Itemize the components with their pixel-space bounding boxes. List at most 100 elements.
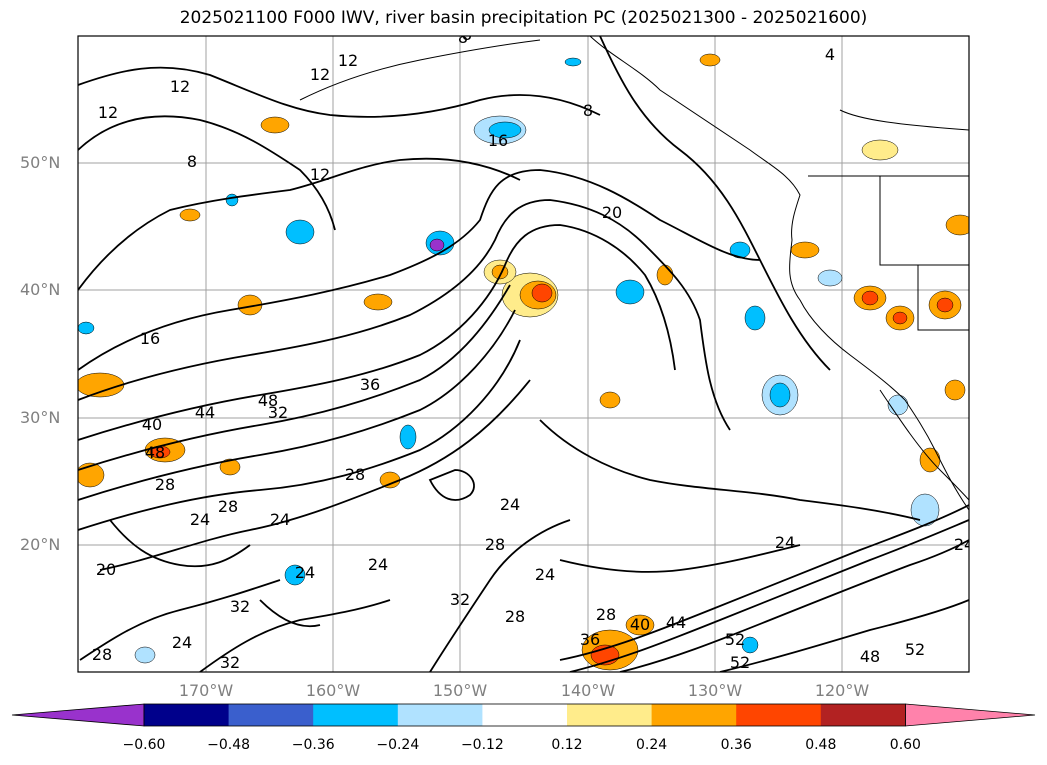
colorbar-segment <box>482 704 568 726</box>
contour-label: 28 <box>92 645 112 664</box>
negative-precip-area <box>910 493 940 527</box>
contour-label: 8 <box>462 25 472 44</box>
positive-precip-area <box>531 283 553 303</box>
contour-label: 16 <box>488 131 508 150</box>
contour-label: 24 <box>775 533 795 552</box>
negative-precip-area <box>887 394 909 416</box>
colorbar-tick-label: −0.24 <box>376 737 420 753</box>
contour-label: 24 <box>368 555 388 574</box>
negative-precip-area <box>817 269 843 287</box>
colorbar-segment <box>736 704 822 726</box>
contour-label: 44 <box>195 403 215 422</box>
colorbar-arrow-low <box>11 703 145 727</box>
positive-precip-area <box>219 458 241 476</box>
contour-label: 48 <box>258 391 278 410</box>
positive-precip-area <box>919 447 941 473</box>
contour-label: 28 <box>218 497 238 516</box>
positive-precip-area <box>945 214 969 236</box>
negative-precip-area <box>741 636 759 654</box>
contour-label: 44 <box>666 613 686 632</box>
contour-label: 48 <box>860 647 880 666</box>
colorbar-arrow-high <box>905 703 1036 727</box>
positive-precip-area <box>790 241 820 259</box>
colorbar-tick-label: −0.36 <box>291 737 335 753</box>
contour-label: 24 <box>954 535 974 554</box>
contour-label: 24 <box>190 510 210 529</box>
negative-precip-area <box>285 219 315 245</box>
map-title: 2025021100 F000 IWV, river basin precipi… <box>179 8 868 28</box>
negative-precip-area <box>769 382 791 408</box>
positive-precip-area <box>944 379 966 401</box>
colorbar-segment <box>397 704 483 726</box>
precip-shading <box>78 53 969 671</box>
contour-label: 8 <box>458 28 468 47</box>
contour-label: 40 <box>630 615 650 634</box>
colorbar-segment <box>567 704 653 726</box>
lon-label-140w: 140°W <box>560 681 616 700</box>
negative-precip-area <box>744 305 766 331</box>
contour-label: 28 <box>155 475 175 494</box>
contour-label: 48 <box>145 443 165 462</box>
positive-precip-area <box>599 391 621 409</box>
positive-precip-area <box>379 471 401 489</box>
contour-label: 12 <box>338 51 358 70</box>
contour-label: 12 <box>170 77 190 96</box>
colorbar-tick-label: 0.36 <box>720 737 752 753</box>
contour-label: 12 <box>310 65 330 84</box>
negative-precip-area <box>488 121 522 139</box>
positive-precip-area <box>861 139 899 161</box>
map-frame <box>77 35 970 673</box>
colorbar-segment <box>820 704 906 726</box>
positive-precip-area <box>78 462 105 488</box>
contour-label: 24 <box>535 565 555 584</box>
negative-precip-area <box>429 238 445 252</box>
contour-label: 28 <box>345 465 365 484</box>
lat-label-50n: 50°N <box>20 153 61 172</box>
contour-label: 24 <box>500 495 520 514</box>
contour-label: 32 <box>230 597 250 616</box>
negative-precip-area <box>225 193 239 207</box>
positive-precip-area <box>625 614 655 636</box>
colorbar-segment <box>313 704 399 726</box>
colorbar-segment <box>228 704 314 726</box>
colorbar-tick-label: 0.60 <box>889 737 921 753</box>
contour-label: 12 <box>310 165 330 184</box>
negative-precip-area <box>399 424 417 450</box>
contour-label: 8 <box>187 152 197 171</box>
contour-label: 28 <box>505 607 525 626</box>
lon-label-170w: 170°W <box>178 681 234 700</box>
positive-precip-area <box>260 116 290 134</box>
colorbar-segment <box>144 704 230 726</box>
contour-label: 40 <box>142 415 162 434</box>
lon-label-160w: 160°W <box>305 681 361 700</box>
negative-precip-area <box>78 321 95 335</box>
colorbar-frame <box>143 703 906 727</box>
negative-precip-area <box>615 279 645 305</box>
colorbar-tick-label: 0.48 <box>805 737 837 753</box>
lat-label-20n: 20°N <box>20 535 61 554</box>
contour-label: 28 <box>485 535 505 554</box>
colorbar-segment <box>651 704 737 726</box>
negative-precip-area <box>284 564 306 586</box>
lat-label-30n: 30°N <box>20 408 61 427</box>
contour-label: 12 <box>98 103 118 122</box>
coastline <box>299 36 969 511</box>
contour-label: 8 <box>583 101 593 120</box>
colorbar <box>11 703 1036 727</box>
contour-label: 20 <box>96 560 116 579</box>
positive-precip-area <box>78 372 125 398</box>
contour-label: 24 <box>172 633 192 652</box>
contour-label: 52 <box>905 640 925 659</box>
contour-label: 4 <box>825 45 835 64</box>
contour-label: 16 <box>140 329 160 348</box>
contour-label: 24 <box>270 510 290 529</box>
positive-precip-area <box>892 311 908 325</box>
colorbar-tick-label: −0.12 <box>460 737 504 753</box>
lon-label-120w: 120°W <box>814 681 870 700</box>
colorbar-tick-label: −0.48 <box>207 737 251 753</box>
contour-label: 20 <box>602 203 622 222</box>
iwv-contours <box>78 36 969 672</box>
positive-precip-area <box>656 264 674 286</box>
